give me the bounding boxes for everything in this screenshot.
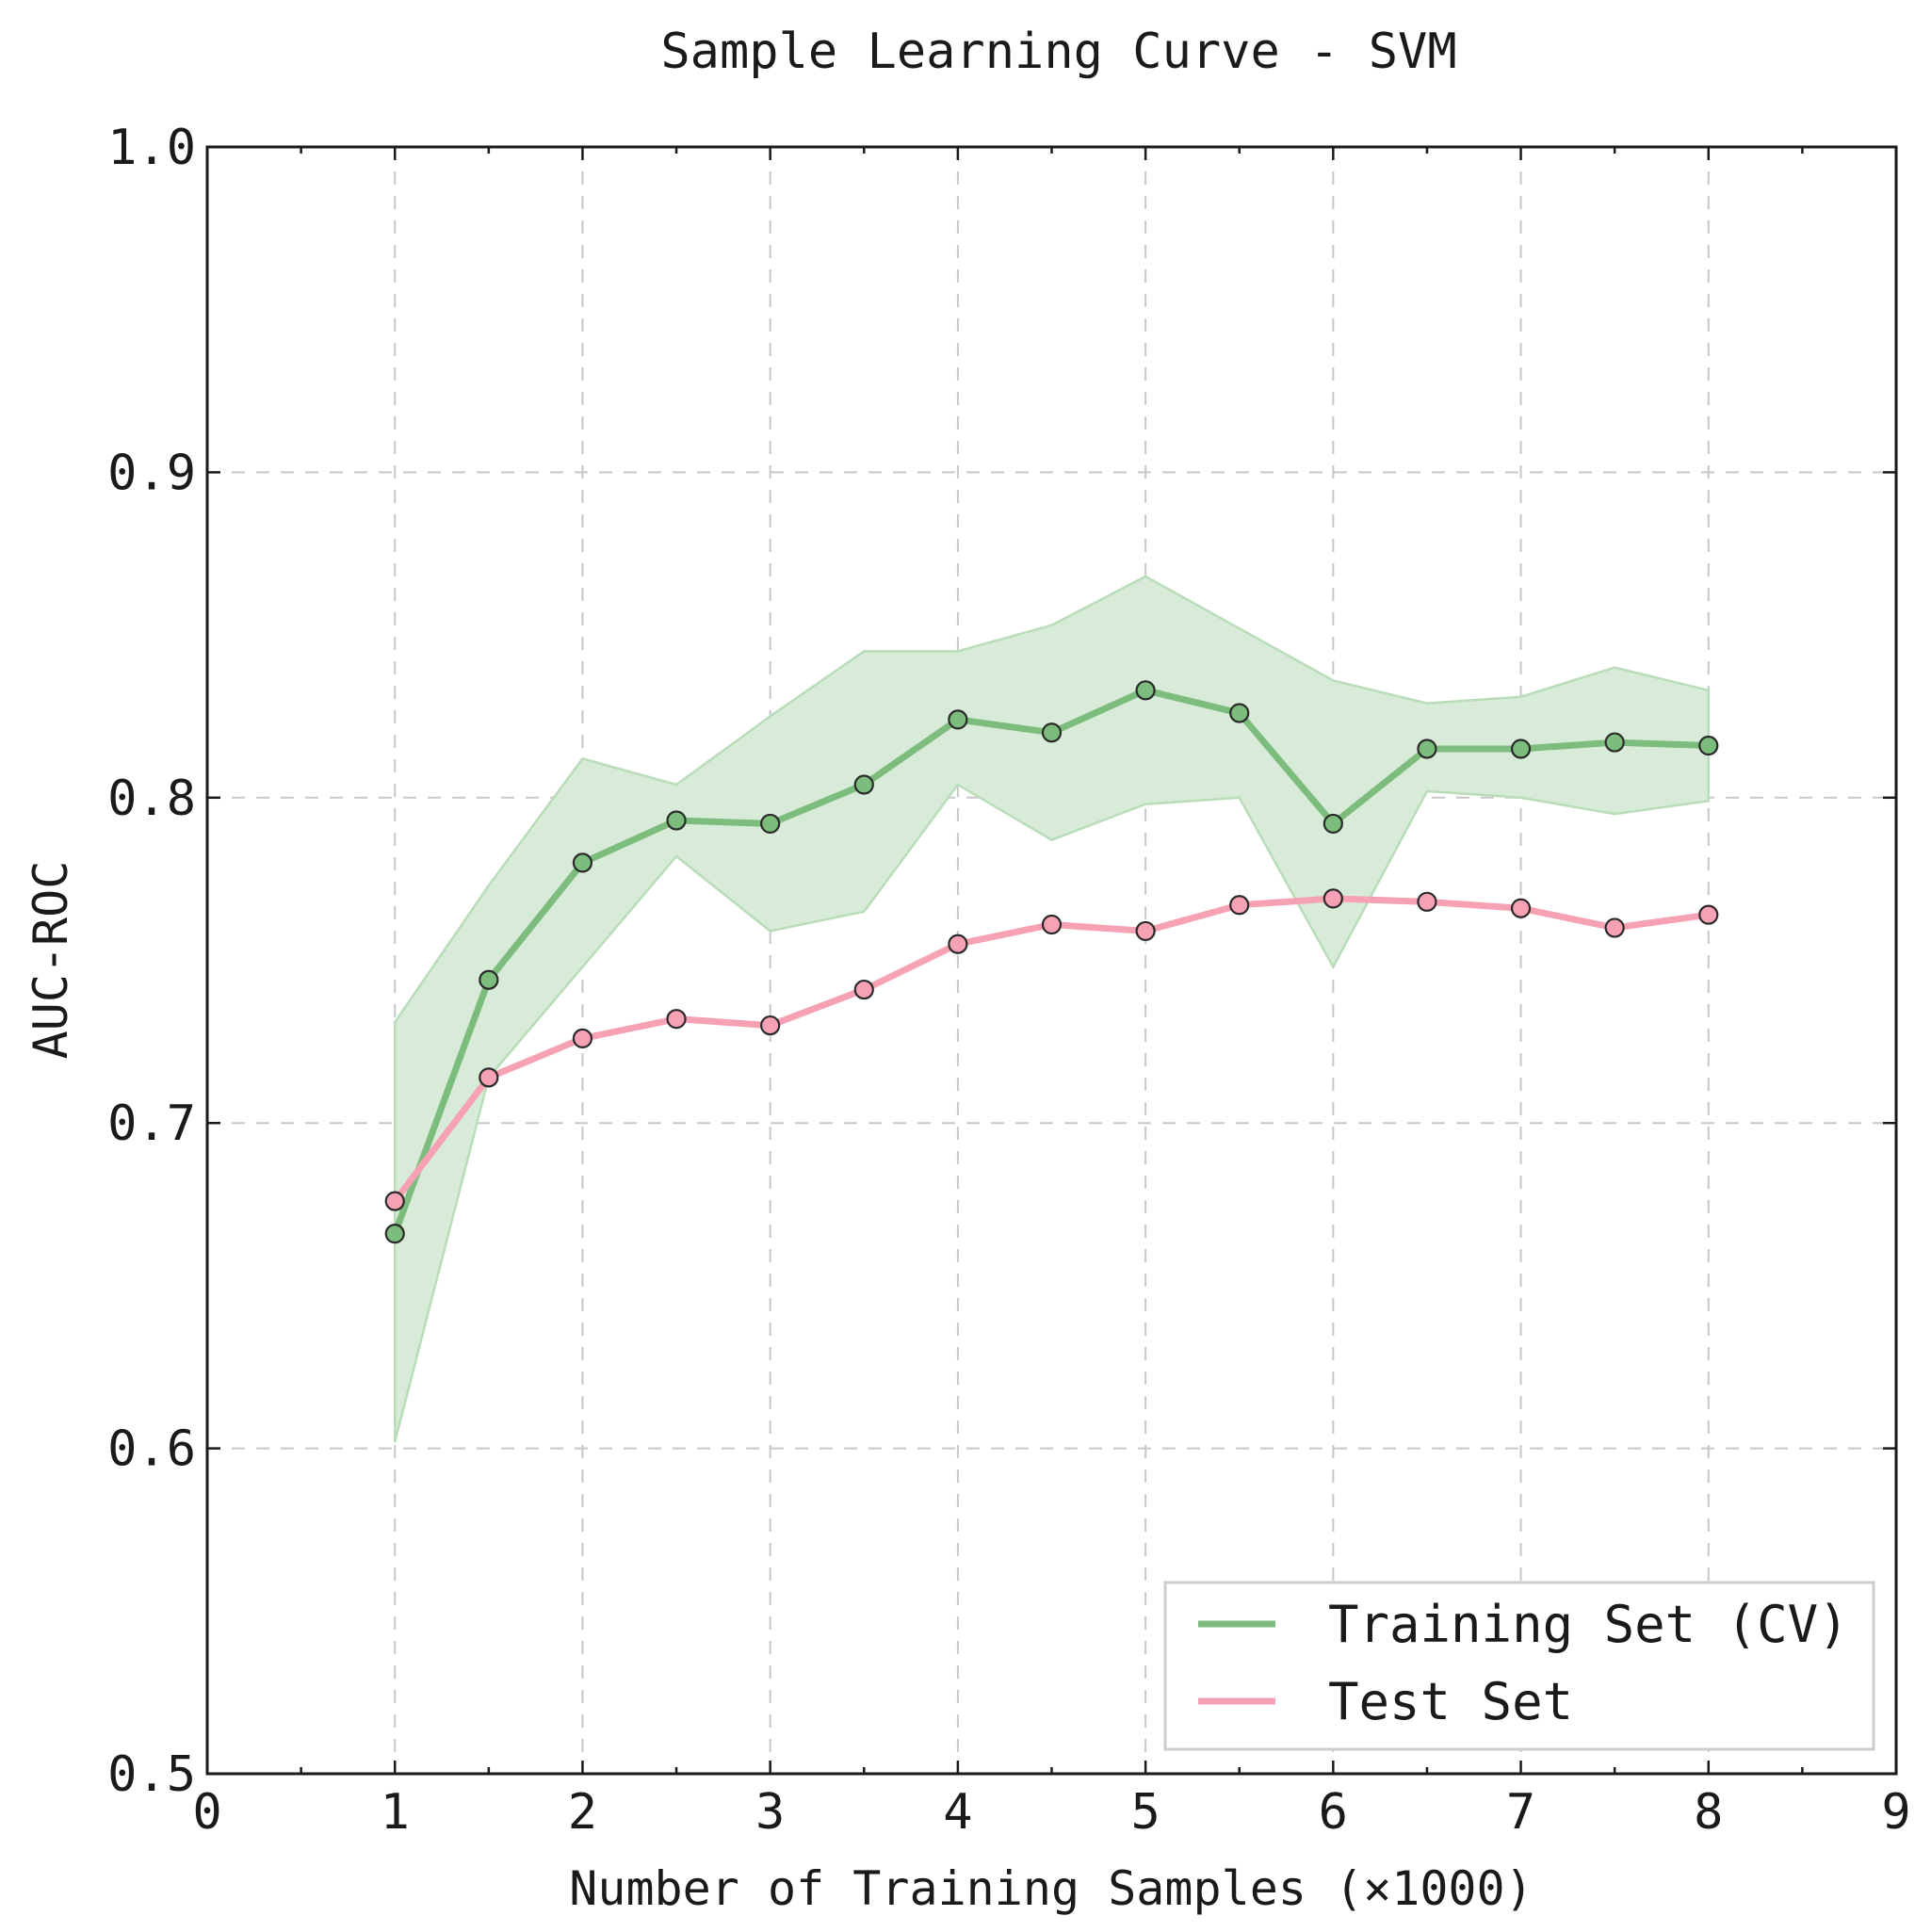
data-point-series-0 (1229, 703, 1250, 723)
data-point-series-1 (1041, 914, 1063, 935)
y-tick-label: 0.7 (107, 1096, 196, 1152)
data-point-series-1 (1135, 920, 1156, 942)
axis-ticks (205, 145, 1898, 1776)
data-point-series-1 (666, 1009, 687, 1030)
data-point-series-0 (1322, 813, 1343, 835)
data-point-series-1 (760, 1015, 781, 1036)
data-point-series-0 (572, 852, 593, 873)
data-point-series-0 (1041, 722, 1063, 743)
x-tick-label: 8 (1694, 1784, 1723, 1841)
x-tick-label: 7 (1506, 1784, 1535, 1841)
data-point-series-1 (1510, 898, 1532, 918)
data-point-series-0 (1698, 735, 1719, 756)
y-tick-label: 0.8 (107, 771, 196, 827)
data-point-series-0 (384, 1224, 405, 1244)
data-point-series-0 (1510, 739, 1532, 759)
confidence-band (393, 575, 1711, 1443)
y-tick-label: 0.9 (107, 445, 196, 501)
data-point-series-0 (479, 969, 499, 990)
data-point-series-0 (1135, 680, 1156, 701)
x-axis-label: Number of Training Samples (×1000) (569, 1861, 1533, 1916)
x-tick-label: 0 (192, 1784, 221, 1841)
x-tick-label: 2 (568, 1784, 597, 1841)
x-tick-labels: 0 1 2 3 4 5 6 7 8 9 (192, 1784, 1910, 1841)
series-markers (384, 680, 1719, 1244)
x-tick-label: 9 (1881, 1784, 1910, 1841)
x-tick-label: 1 (381, 1784, 410, 1841)
data-point-series-1 (1322, 888, 1343, 909)
data-point-series-1 (479, 1067, 499, 1088)
data-point-series-1 (1604, 917, 1625, 938)
x-tick-label: 4 (943, 1784, 972, 1841)
data-point-series-1 (948, 934, 968, 954)
data-point-series-1 (1417, 891, 1437, 912)
x-tick-label: 6 (1319, 1784, 1348, 1841)
data-point-series-1 (853, 979, 874, 1000)
data-point-series-0 (1417, 739, 1437, 759)
x-tick-label: 5 (1130, 1784, 1160, 1841)
y-tick-label: 1.0 (107, 120, 196, 176)
x-tick-label: 3 (755, 1784, 785, 1841)
chart-title: Sample Learning Curve - SVM (660, 24, 1456, 80)
training-std-band (393, 575, 1711, 1443)
data-point-series-0 (853, 774, 874, 795)
legend-label-test: Test Set (1328, 1672, 1573, 1731)
data-point-series-0 (760, 813, 781, 835)
legend: Training Set (CV) Test Set (1163, 1581, 1875, 1751)
data-point-series-1 (1229, 895, 1250, 916)
data-point-series-1 (1698, 904, 1719, 925)
y-tick-label: 0.5 (107, 1746, 196, 1803)
data-point-series-1 (384, 1191, 405, 1211)
y-tick-labels: 0.5 0.6 0.7 0.8 0.9 1.0 (107, 120, 196, 1803)
y-tick-label: 0.6 (107, 1421, 196, 1478)
legend-label-training: Training Set (CV) (1328, 1595, 1849, 1654)
data-point-series-0 (666, 810, 687, 831)
data-point-series-0 (1604, 732, 1625, 753)
data-point-series-0 (948, 709, 968, 730)
y-axis-label: AUC-ROC (24, 861, 78, 1060)
legend-box (1163, 1581, 1875, 1751)
data-point-series-1 (572, 1028, 593, 1048)
